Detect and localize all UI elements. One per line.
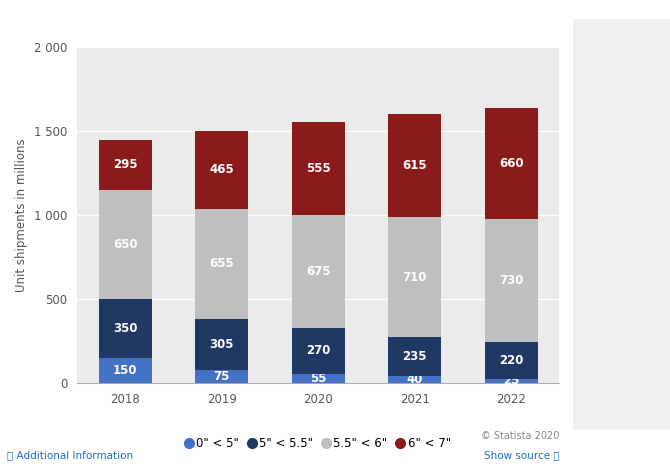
- Text: © Statista 2020: © Statista 2020: [481, 432, 559, 441]
- Bar: [98, 190, 152, 299]
- Text: 615: 615: [403, 159, 427, 172]
- Text: Show source ⓘ: Show source ⓘ: [484, 450, 559, 460]
- Text: 25: 25: [503, 375, 519, 387]
- Bar: [388, 114, 442, 217]
- Bar: [195, 131, 249, 209]
- Text: 220: 220: [499, 354, 523, 367]
- Text: 675: 675: [306, 265, 330, 278]
- Text: 295: 295: [113, 158, 137, 171]
- Bar: [484, 219, 538, 342]
- Text: 150: 150: [113, 364, 137, 377]
- Bar: [98, 140, 152, 190]
- Text: 730: 730: [499, 274, 523, 287]
- Legend: 0" < 5", 5" < 5.5", 5.5" < 6", 6" < 7": 0" < 5", 5" < 5.5", 5.5" < 6", 6" < 7": [181, 432, 456, 455]
- Bar: [484, 108, 538, 219]
- Text: 650: 650: [113, 238, 137, 251]
- Bar: [388, 337, 442, 376]
- Bar: [195, 319, 249, 370]
- Text: 710: 710: [403, 270, 427, 283]
- Text: 235: 235: [403, 350, 427, 363]
- Text: ⓘ Additional Information: ⓘ Additional Information: [7, 450, 133, 460]
- Text: 660: 660: [499, 157, 523, 170]
- Bar: [98, 358, 152, 383]
- Text: 55: 55: [310, 372, 326, 385]
- Text: 655: 655: [210, 257, 234, 270]
- Bar: [291, 215, 345, 328]
- Text: 305: 305: [210, 338, 234, 351]
- Text: 465: 465: [210, 163, 234, 177]
- Bar: [98, 299, 152, 358]
- Bar: [291, 374, 345, 383]
- Text: 555: 555: [306, 162, 330, 175]
- Text: 40: 40: [407, 373, 423, 386]
- Bar: [291, 328, 345, 374]
- Text: 270: 270: [306, 345, 330, 358]
- Bar: [484, 379, 538, 383]
- Text: 75: 75: [214, 370, 230, 383]
- Bar: [195, 370, 249, 383]
- Bar: [388, 217, 442, 337]
- Text: 350: 350: [113, 322, 137, 335]
- Bar: [195, 209, 249, 319]
- Bar: [291, 121, 345, 215]
- Bar: [484, 342, 538, 379]
- Y-axis label: Unit shipments in millions: Unit shipments in millions: [15, 138, 28, 291]
- Bar: [388, 376, 442, 383]
